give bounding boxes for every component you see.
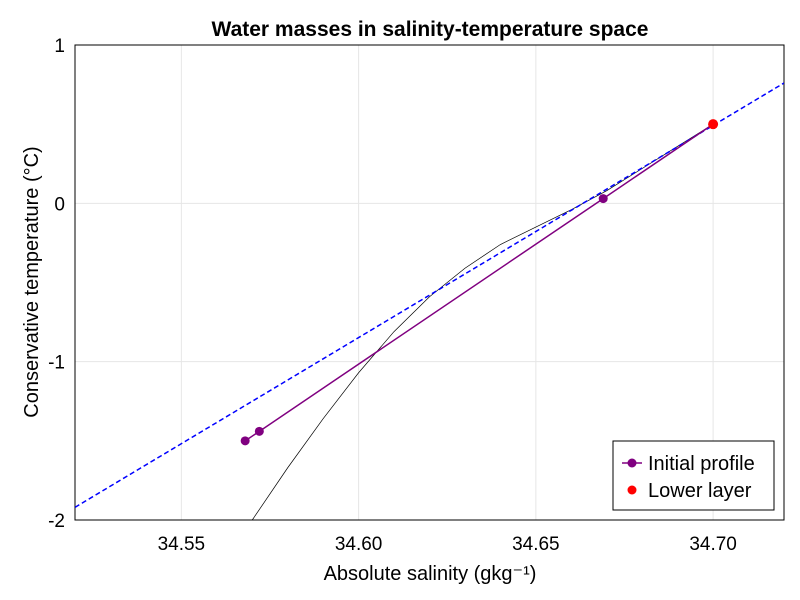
legend-box: [612, 440, 775, 511]
y-tick-label: 1: [54, 36, 65, 57]
dashed-mixing-line: [75, 82, 784, 508]
x-axis-ticks: 34.55 34.60 34.65 34.70: [158, 534, 737, 555]
x-tick-label: 34.60: [335, 534, 383, 555]
x-tick-label: 34.65: [512, 534, 560, 555]
initial-profile-point: [254, 426, 264, 436]
legend-label-initial-profile: Initial profile: [648, 453, 755, 475]
legend-marker-lower-layer: [627, 485, 637, 495]
lower-layer-point: [708, 119, 719, 130]
y-axis-label: Conservative temperature (°C): [21, 146, 43, 417]
freezing-curve: [251, 123, 714, 520]
y-tick-label: 0: [54, 194, 65, 215]
y-tick-label: -2: [48, 511, 65, 532]
plot-area: [75, 82, 784, 520]
legend: Initial profile Lower layer: [612, 440, 775, 511]
y-tick-label: -1: [48, 353, 65, 374]
initial-profile-point: [240, 436, 250, 446]
legend-marker-initial-profile: [627, 458, 637, 468]
x-tick-label: 34.55: [158, 534, 206, 555]
x-tick-label: 34.70: [689, 534, 737, 555]
initial-profile-line: [244, 123, 714, 442]
plot-frame: [74, 44, 785, 521]
y-axis-ticks: -2 -1 0 1: [48, 36, 65, 532]
x-axis-label: Absolute salinity (gkg⁻¹): [324, 563, 537, 585]
legend-label-lower-layer: Lower layer: [648, 480, 752, 502]
chart-title: Water masses in salinity-temperature spa…: [212, 18, 649, 41]
initial-profile-point: [598, 194, 608, 204]
series-layer: [75, 82, 784, 520]
